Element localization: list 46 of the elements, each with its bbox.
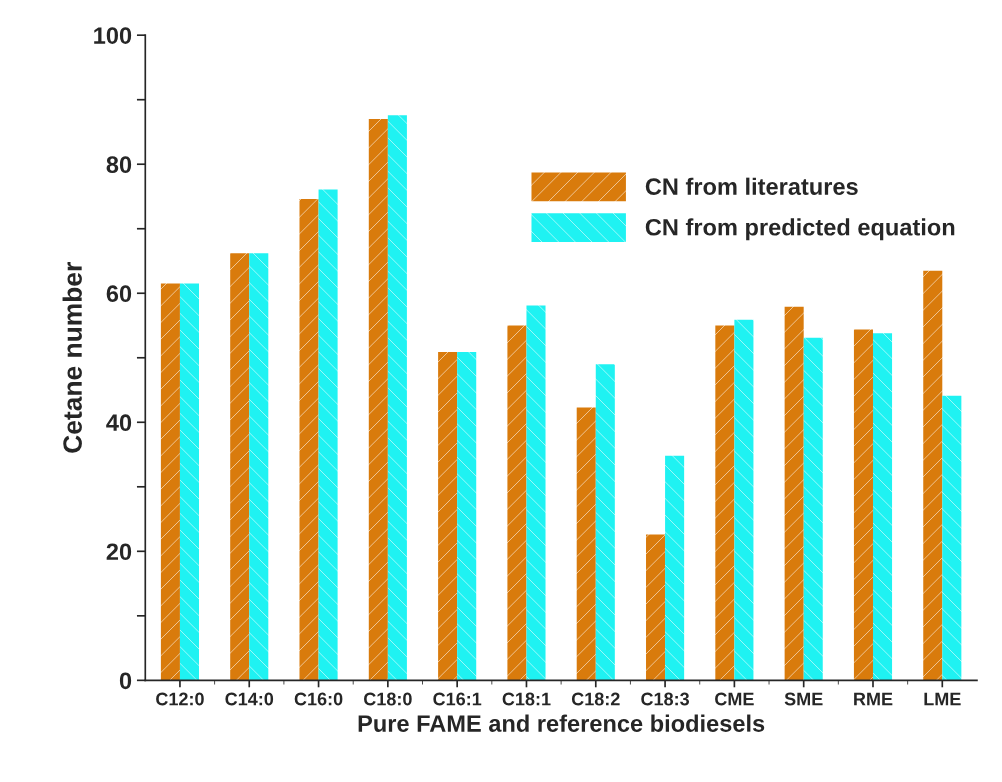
bar [734, 319, 754, 681]
y-tick-label: 40 [106, 414, 132, 432]
bar [457, 351, 477, 681]
bar [387, 115, 407, 681]
x-tick-label: C18:2 [571, 692, 620, 706]
bar [368, 119, 388, 681]
bar [230, 253, 250, 681]
bar [715, 325, 735, 681]
x-tick-label: SME [784, 692, 823, 706]
bar [923, 270, 943, 681]
x-tick-label: C12:0 [156, 692, 204, 706]
bar [942, 395, 962, 681]
y-tick-label: 0 [119, 672, 132, 690]
bar [299, 199, 319, 681]
bar [160, 283, 180, 681]
x-tick-label: CME [715, 692, 754, 706]
bar [595, 364, 615, 681]
x-tick-label: C16:0 [294, 692, 343, 706]
bar [438, 351, 458, 681]
bar [784, 306, 804, 681]
bar [646, 534, 666, 681]
bar [179, 283, 199, 681]
y-axis-title: Cetane number [62, 262, 82, 453]
x-tick-label: C18:0 [364, 692, 412, 706]
legend-label: CN from predicted equation [645, 218, 955, 241]
bar [318, 189, 338, 681]
bar [665, 455, 685, 681]
y-tick-label: 100 [94, 27, 132, 44]
bar [576, 407, 596, 681]
x-tick-label: C14:0 [225, 692, 274, 706]
bar [526, 305, 546, 681]
bar [249, 253, 269, 681]
bar [507, 325, 527, 681]
y-tick-label: 80 [106, 156, 132, 174]
bar [853, 329, 873, 681]
legend-label: CN from literatures [645, 177, 858, 195]
bar [803, 337, 823, 681]
y-tick-label: 20 [106, 543, 132, 561]
x-tick-label: C18:3 [641, 692, 690, 706]
x-tick-label: LME [924, 692, 961, 706]
x-tick-label: RME [854, 692, 893, 706]
y-tick-label: 60 [106, 285, 132, 303]
x-tick-label: C18:1 [502, 692, 551, 706]
bar [872, 333, 893, 681]
x-tick-label: C16:1 [433, 692, 482, 706]
x-axis-title: Pure FAME and reference biodiesels [358, 714, 765, 732]
